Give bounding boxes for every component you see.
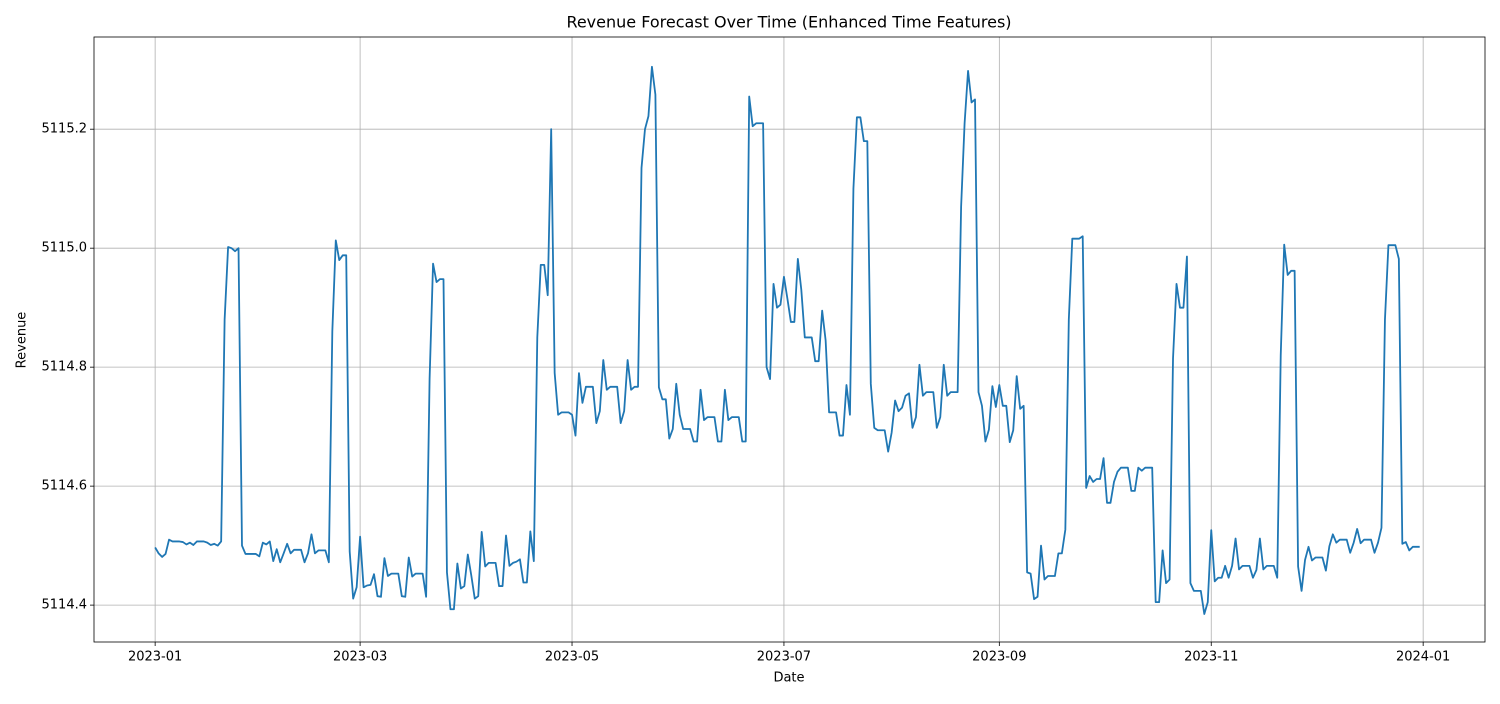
x-tick-label: 2023-01 (128, 650, 182, 665)
y-tick-label: 5115.2 (42, 122, 88, 137)
x-tick-label: 2023-05 (545, 650, 599, 665)
x-tick-label: 2023-07 (757, 650, 811, 665)
x-tick-label: 2023-11 (1184, 650, 1238, 665)
x-tick-label: 2024-01 (1396, 650, 1450, 665)
x-tick-label: 2023-03 (333, 650, 387, 665)
y-tick-label: 5114.4 (42, 598, 88, 613)
axes: 2023-01 2023-03 2023-05 2023-07 2023-09 2023-… (42, 122, 1451, 665)
y-tick-label: 5114.8 (42, 360, 88, 375)
x-tick-label: 2023-09 (972, 650, 1026, 665)
plot (154, 65, 1420, 615)
plot-frame (93, 36, 1486, 643)
chart-title: Revenue Forecast Over Time (Enhanced Tim… (566, 13, 1011, 32)
y-tick-label: 5114.6 (42, 479, 88, 494)
revenue-line (154, 65, 1420, 615)
y-tick-label: 5115.0 (42, 241, 88, 256)
grid (94, 37, 1485, 642)
y-axis-label: Revenue (15, 312, 30, 369)
x-axis-label: Date (773, 671, 804, 686)
